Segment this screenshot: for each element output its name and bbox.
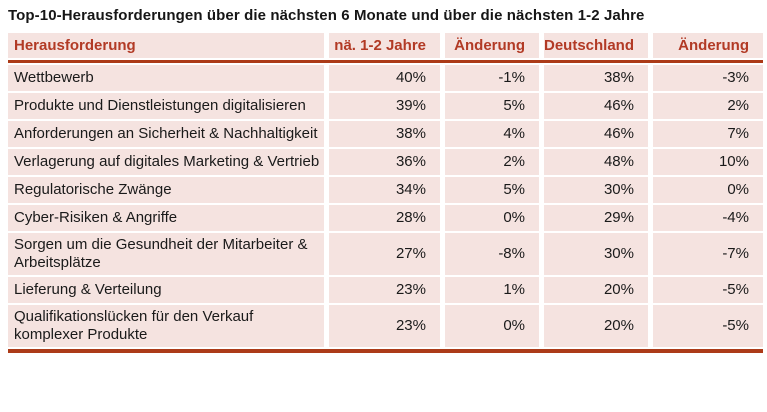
table-header-row: Herausforderung nä. 1-2 Jahre Änderung D… bbox=[8, 33, 763, 58]
column-header-change-2: Änderung bbox=[653, 33, 763, 58]
column-header-next-1-2-years: nä. 1-2 Jahre bbox=[329, 33, 440, 58]
cell-next-1-2-years: 40% bbox=[329, 65, 440, 91]
cell-germany: 20% bbox=[544, 277, 648, 303]
cell-next-1-2-years: 39% bbox=[329, 93, 440, 119]
cell-change-1: 0% bbox=[445, 205, 539, 231]
cell-change-1: 0% bbox=[445, 305, 539, 347]
cell-germany: 48% bbox=[544, 149, 648, 175]
cell-next-1-2-years: 34% bbox=[329, 177, 440, 203]
table-row: Produkte und Dienstleistungen digitalisi… bbox=[8, 93, 763, 119]
table-row: Lieferung & Verteilung 23% 1% 20% -5% bbox=[8, 277, 763, 303]
cell-change-1: -1% bbox=[445, 65, 539, 91]
cell-next-1-2-years: 23% bbox=[329, 305, 440, 347]
cell-change-1: 2% bbox=[445, 149, 539, 175]
cell-challenge: Verlagerung auf digitales Marketing & Ve… bbox=[8, 149, 324, 175]
cell-change-2: -3% bbox=[653, 65, 763, 91]
cell-change-2: -5% bbox=[653, 277, 763, 303]
cell-change-1: 4% bbox=[445, 121, 539, 147]
table-row: Verlagerung auf digitales Marketing & Ve… bbox=[8, 149, 763, 175]
cell-challenge: Anforderungen an Sicherheit & Nachhaltig… bbox=[8, 121, 324, 147]
table-row: Cyber-Risiken & Angriffe 28% 0% 29% -4% bbox=[8, 205, 763, 231]
cell-challenge: Sorgen um die Gesundheit der Mitarbeiter… bbox=[8, 233, 324, 275]
cell-challenge: Cyber-Risiken & Angriffe bbox=[8, 205, 324, 231]
slide-page: Top-10-Herausforderungen über die nächst… bbox=[8, 7, 763, 353]
table-row: Wettbewerb 40% -1% 38% -3% bbox=[8, 65, 763, 91]
column-header-change-1: Änderung bbox=[445, 33, 539, 58]
column-header-challenge: Herausforderung bbox=[8, 33, 324, 58]
cell-challenge: Wettbewerb bbox=[8, 65, 324, 91]
cell-germany: 30% bbox=[544, 233, 648, 275]
cell-challenge: Lieferung & Verteilung bbox=[8, 277, 324, 303]
cell-change-2: -4% bbox=[653, 205, 763, 231]
cell-challenge: Produkte und Dienstleistungen digitalisi… bbox=[8, 93, 324, 119]
cell-next-1-2-years: 38% bbox=[329, 121, 440, 147]
cell-change-2: 7% bbox=[653, 121, 763, 147]
cell-germany: 46% bbox=[544, 121, 648, 147]
cell-germany: 46% bbox=[544, 93, 648, 119]
cell-change-1: 5% bbox=[445, 177, 539, 203]
table-bottom-rule bbox=[8, 349, 763, 353]
cell-change-2: -5% bbox=[653, 305, 763, 347]
table-row: Qualifikationslücken für den Verkauf kom… bbox=[8, 305, 763, 347]
cell-germany: 30% bbox=[544, 177, 648, 203]
page-title: Top-10-Herausforderungen über die nächst… bbox=[8, 7, 645, 24]
cell-change-1: 5% bbox=[445, 93, 539, 119]
cell-germany: 38% bbox=[544, 65, 648, 91]
header-divider-rule bbox=[8, 60, 763, 63]
cell-change-2: 10% bbox=[653, 149, 763, 175]
cell-next-1-2-years: 27% bbox=[329, 233, 440, 275]
cell-challenge: Qualifikationslücken für den Verkauf kom… bbox=[8, 305, 324, 347]
cell-next-1-2-years: 23% bbox=[329, 277, 440, 303]
cell-germany: 20% bbox=[544, 305, 648, 347]
table-row: Regulatorische Zwänge 34% 5% 30% 0% bbox=[8, 177, 763, 203]
table-body: Wettbewerb 40% -1% 38% -3% Produkte und … bbox=[8, 65, 763, 347]
cell-challenge: Regulatorische Zwänge bbox=[8, 177, 324, 203]
cell-change-2: 0% bbox=[653, 177, 763, 203]
challenges-table: Herausforderung nä. 1-2 Jahre Änderung D… bbox=[8, 33, 763, 353]
cell-change-1: -8% bbox=[445, 233, 539, 275]
cell-change-2: 2% bbox=[653, 93, 763, 119]
table-row: Anforderungen an Sicherheit & Nachhaltig… bbox=[8, 121, 763, 147]
table-row: Sorgen um die Gesundheit der Mitarbeiter… bbox=[8, 233, 763, 275]
cell-next-1-2-years: 28% bbox=[329, 205, 440, 231]
cell-change-2: -7% bbox=[653, 233, 763, 275]
cell-change-1: 1% bbox=[445, 277, 539, 303]
cell-germany: 29% bbox=[544, 205, 648, 231]
column-header-germany: Deutschland bbox=[544, 33, 648, 58]
cell-next-1-2-years: 36% bbox=[329, 149, 440, 175]
